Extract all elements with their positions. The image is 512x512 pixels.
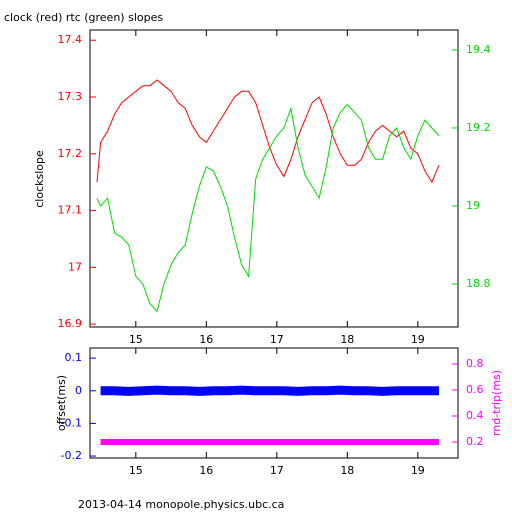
y-tick-label: 0 — [75, 384, 82, 397]
x-tick-label: 15 — [129, 333, 143, 346]
y2-tick-label: 0.8 — [466, 357, 484, 370]
y2-tick-label: 0.2 — [466, 435, 484, 448]
series-line — [96, 79, 440, 184]
plot-frame — [89, 347, 459, 459]
y-axis-label: clockslope — [33, 150, 46, 208]
y-tick-label: 17.2 — [58, 147, 83, 160]
y-axis-label: offset(ms) — [55, 375, 68, 431]
y2-tick-label: 19.2 — [466, 121, 491, 134]
y2-tick-label: 18.8 — [466, 277, 491, 290]
series-line — [100, 385, 439, 396]
y2-tick-label: 0.6 — [466, 383, 484, 396]
y-tick-label: 17 — [68, 260, 82, 273]
x-tick-label: 19 — [411, 464, 425, 477]
y2-tick-label: 0.4 — [466, 409, 484, 422]
x-tick-label: 17 — [270, 333, 284, 346]
x-tick-label: 15 — [129, 464, 143, 477]
y-tick-label: -0.1 — [61, 416, 82, 429]
y2-tick-label: 19 — [466, 199, 480, 212]
y-tick-label: 16.9 — [58, 317, 83, 330]
x-tick-label: 17 — [270, 464, 284, 477]
x-tick-label: 19 — [411, 333, 425, 346]
y2-tick-label: 19.4 — [466, 43, 491, 56]
y-tick-label: 0.1 — [65, 351, 83, 364]
y-tick-label: 17.1 — [58, 204, 83, 217]
plot-frame — [89, 29, 459, 328]
x-tick-label: 16 — [199, 464, 213, 477]
y2-axis-label: rnd-trip(ms) — [490, 370, 503, 436]
x-tick-label: 18 — [340, 333, 354, 346]
x-tick-label: 16 — [199, 333, 213, 346]
y-tick-label: 17.4 — [58, 33, 83, 46]
chart-title: clock (red) rtc (green) slopes — [4, 11, 163, 24]
y-tick-label: -0.2 — [61, 449, 82, 462]
y-tick-label: 17.3 — [58, 90, 83, 103]
series-line — [96, 103, 440, 313]
footer: 2013-04-14 monopole.physics.ubc.ca — [78, 498, 284, 511]
x-tick-label: 18 — [340, 464, 354, 477]
